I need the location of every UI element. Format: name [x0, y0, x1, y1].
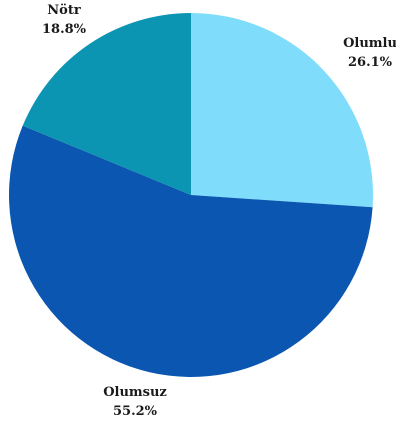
slice-label-value: 55.2% [113, 404, 158, 419]
slice-label-name: Olumlu [343, 36, 396, 51]
slice-label-value: 26.1% [348, 55, 393, 70]
pie-slice-n-tr [22, 13, 191, 195]
pie-slices [9, 13, 374, 377]
slice-label-name: Nötr [47, 3, 81, 18]
pie-labels: Olumlu 26.1% Olumsuz 55.2% Nötr 18.8% [42, 3, 396, 419]
slice-label-name: Olumsuz [103, 385, 167, 400]
pie-slice-olumsuz [9, 125, 373, 377]
pie-slice-olumlu [191, 13, 374, 208]
slice-label-value: 18.8% [42, 22, 87, 37]
